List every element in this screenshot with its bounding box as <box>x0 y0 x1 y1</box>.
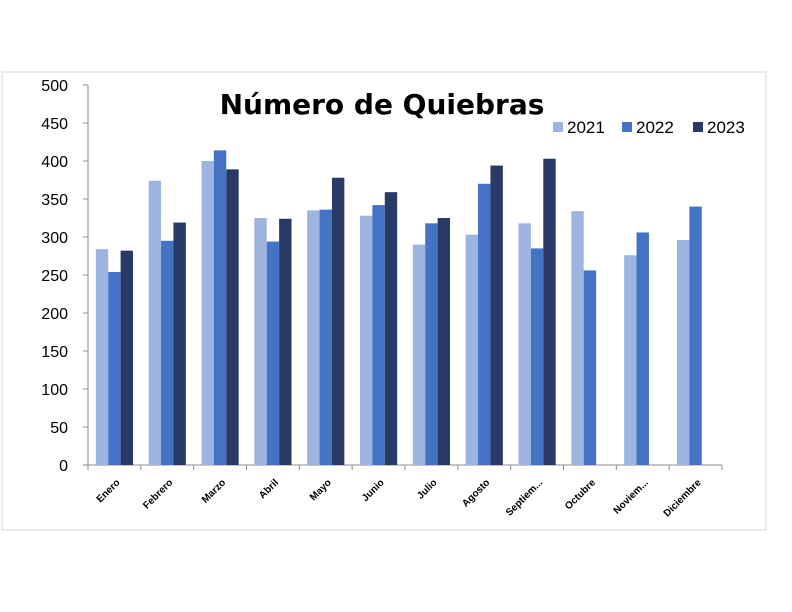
legend-label-2023: 2023 <box>707 118 745 137</box>
bar-2021-8 <box>518 223 531 465</box>
bar-2023-0 <box>120 250 134 465</box>
y-tick-label: 300 <box>41 230 68 247</box>
bar-2022-2 <box>213 150 227 466</box>
bar-2023-4 <box>331 177 345 465</box>
bar-2021-10 <box>624 255 637 465</box>
y-tick-label: 500 <box>41 78 68 95</box>
bar-2021-5 <box>359 215 373 465</box>
bar-2021-2 <box>201 161 214 465</box>
y-tick-label: 400 <box>41 154 68 171</box>
y-tick-label: 0 <box>59 458 68 475</box>
bars <box>95 150 702 466</box>
bar-2022-8 <box>530 248 544 465</box>
bar-2023-8 <box>543 158 556 465</box>
bar-2021-1 <box>148 180 162 465</box>
bar-2022-1 <box>161 240 174 465</box>
legend-swatch-2022 <box>622 122 632 132</box>
bar-2021-7 <box>465 234 479 465</box>
y-tick-label: 150 <box>41 344 68 361</box>
y-axis-ticks: 0 50 100 150 200 250 300 350 400 450 500 <box>41 78 88 475</box>
y-tick-label: 100 <box>41 382 68 399</box>
bar-2022-10 <box>636 232 649 465</box>
y-tick-label: 350 <box>41 192 68 209</box>
legend-swatch-2021 <box>553 122 563 132</box>
bar-2021-3 <box>254 218 267 465</box>
bar-2023-6 <box>437 218 451 465</box>
bar-2022-9 <box>583 270 597 465</box>
chart-title: Número de Quiebras <box>220 88 545 121</box>
bar-2022-4 <box>319 209 332 465</box>
bar-2021-9 <box>571 211 584 465</box>
bar-2022-3 <box>266 241 280 465</box>
y-tick-label: 250 <box>41 268 68 285</box>
bar-2021-0 <box>95 249 109 465</box>
bar-2023-7 <box>490 165 503 465</box>
y-tick-label: 450 <box>41 116 68 133</box>
legend-label-2021: 2021 <box>567 118 605 137</box>
bar-2021-6 <box>412 244 426 465</box>
legend-swatch-2023 <box>693 122 703 132</box>
bar-2023-2 <box>226 169 239 466</box>
bar-2022-6 <box>425 223 438 465</box>
bar-2023-5 <box>384 192 398 465</box>
bar-2022-0 <box>108 271 121 465</box>
bar-2022-5 <box>372 205 385 465</box>
y-tick-label: 50 <box>50 420 68 437</box>
bar-2022-11 <box>689 206 702 465</box>
y-tick-label: 200 <box>41 306 68 323</box>
bar-2023-1 <box>173 222 186 465</box>
bar-2023-3 <box>279 218 292 465</box>
bar-2021-11 <box>676 240 690 465</box>
bar-2022-7 <box>478 183 491 466</box>
legend-label-2022: 2022 <box>636 118 674 137</box>
legend: 2021 2022 2023 <box>553 118 745 137</box>
bar-2021-4 <box>307 210 320 465</box>
